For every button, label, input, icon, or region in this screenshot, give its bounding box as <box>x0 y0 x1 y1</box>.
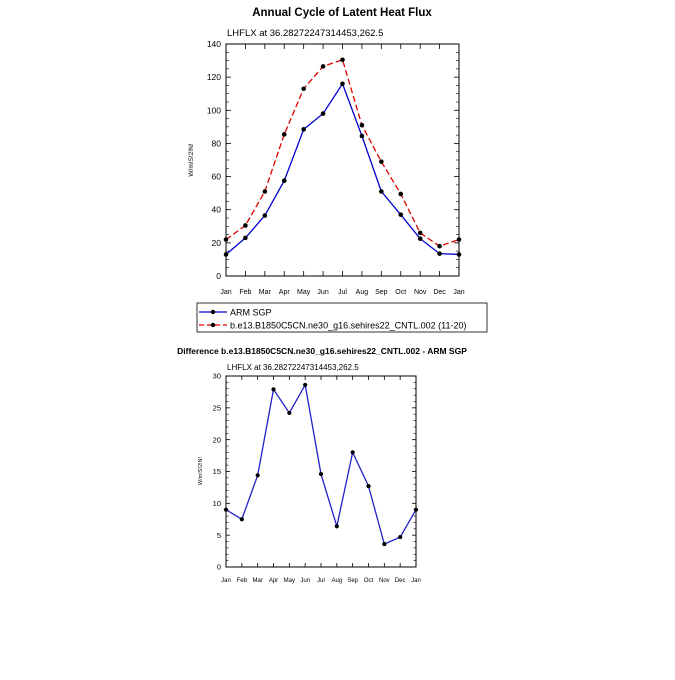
chart1-ytick-label: 120 <box>207 72 221 82</box>
chart1-ytick-label: 100 <box>207 105 221 115</box>
chart2-ytick-label: 5 <box>217 531 221 540</box>
chart1-series-0-point <box>417 236 423 242</box>
chart1-xtick-label: Nov <box>414 289 427 296</box>
chart1-ytick-label: 80 <box>212 138 222 148</box>
chart2-xtick-label: May <box>284 578 295 584</box>
chart2-series-0-point <box>287 410 292 416</box>
chart1-xtick-label: Jan <box>220 289 231 296</box>
chart1-series-1-point <box>398 191 404 197</box>
chart2-ytick-label: 10 <box>213 499 221 508</box>
chart1-ytick-label: 140 <box>207 39 221 49</box>
chart2-xtick-label: Apr <box>269 578 278 584</box>
chart2-ytick-label: 30 <box>213 372 221 381</box>
chart1-ytick-label: 0 <box>216 271 221 281</box>
chart1-xtick-label: Jan <box>453 289 464 296</box>
chart1-xtick-label: Mar <box>259 289 272 296</box>
chart2-series-0-point <box>239 517 244 522</box>
chart2-series-0-point <box>334 524 339 529</box>
chart2-plot: 0 5 10 15 20 25 30 Jan Feb Mar Apr May Jun Jul Aug Sep O… <box>213 372 421 584</box>
chart2-series-0-point <box>382 541 387 547</box>
chart2-title: Difference b.e13.B1850C5CN.ne30_g16.sehi… <box>177 346 467 356</box>
chart1-series-0-point <box>301 127 306 132</box>
chart1-xtick-label: Oct <box>395 289 406 296</box>
chart1-series-1-point <box>379 159 384 164</box>
chart2-series-0-point <box>398 534 403 540</box>
chart1-series-0-point <box>359 133 365 139</box>
chart2-xtick-label: Mar <box>252 578 262 584</box>
chart1-ytick-label: 40 <box>212 205 222 215</box>
chart1-series-0-point <box>320 111 326 116</box>
chart1-series-1-point <box>320 64 326 69</box>
chart1-series-1-point <box>437 243 442 249</box>
chart1-series-1-point <box>359 122 365 128</box>
chart2-ytick-label: 20 <box>213 435 221 444</box>
chart2-xtick-label: Jun <box>300 578 310 584</box>
chart1-series-0-point <box>243 235 248 241</box>
chart1-series-0-point <box>379 189 384 194</box>
chart2-series-0-point <box>223 507 229 512</box>
chart1-xtick-label: Jul <box>338 289 347 296</box>
chart2-xtick-label: Nov <box>379 578 390 584</box>
chart1-title: Annual Cycle of Latent Heat Flux <box>252 7 432 19</box>
chart1-series-1-point <box>223 237 229 242</box>
chart2-xtick-label: Feb <box>237 578 248 584</box>
chart1-series-0-point <box>456 252 462 257</box>
chart1-series-1-point <box>262 189 268 194</box>
chart1-series-0-point <box>223 252 229 257</box>
chart1-series-0-point <box>437 251 442 256</box>
chart1-plot: 0 20 40 60 80 100 120 140 Jan Feb Mar Apr May Jun Jul A… <box>207 39 465 296</box>
chart1-subtitle: LHFLX at 36.28272247314453,262.5 <box>227 28 383 39</box>
legend-marker-arm-sgp <box>210 309 216 315</box>
chart2-subtitle: LHFLX at 36.28272247314453,262.5 <box>227 363 359 372</box>
chart1-series-1-point <box>301 86 306 92</box>
legend-label-arm-sgp: ARM SGP <box>230 308 272 318</box>
chart1-series-1-point <box>340 57 345 63</box>
chart2-xtick-label: Aug <box>331 578 342 584</box>
chart1-series-0-point <box>340 81 345 87</box>
chart2-xtick-label: Sep <box>347 578 358 584</box>
chart2-series-0-point <box>318 471 324 477</box>
chart2-ytick-label: 15 <box>213 467 221 476</box>
chart2-xtick-label: Jan <box>221 578 231 584</box>
chart1-xtick-label: Apr <box>279 289 291 296</box>
chart2-series-0-point <box>271 387 276 392</box>
chart1-series-1-point <box>456 237 462 242</box>
chart1-xtick-label: Aug <box>356 289 369 296</box>
legend-entry-arm-sgp: ARM SGP <box>199 308 272 318</box>
chart2-xtick-label: Jul <box>317 578 325 584</box>
chart1-ytick-label: 20 <box>212 238 222 248</box>
chart1-series-0-point <box>398 212 404 217</box>
chart1-series-0-point <box>281 178 287 184</box>
chart2-xtick-label: Oct <box>364 578 374 584</box>
chart1-xtick-label: Jun <box>317 289 328 296</box>
chart1-ylabel: W/m!S!2!N! <box>188 143 195 176</box>
legend-marker-model <box>210 322 216 328</box>
chart2-series-0-point <box>350 450 355 455</box>
chart1-series-1-point <box>281 132 287 137</box>
chart2-xtick-label: Jan <box>411 578 421 584</box>
chart2-xtick-label: Dec <box>395 578 406 584</box>
chart1-xtick-label: May <box>297 289 311 296</box>
chart2-series-0-point <box>366 484 371 489</box>
chart2-series-0-point <box>413 507 419 512</box>
chart2-ylabel: W/m!S!2!N! <box>198 456 204 485</box>
chart1-xtick-label: Dec <box>433 289 446 296</box>
chart1-xtick-label: Feb <box>239 289 251 296</box>
chart2-series-0-point <box>303 382 308 388</box>
legend: ARM SGP b.e13.B1850C5CN.ne30_g16.sehires… <box>196 302 488 333</box>
chart1-ytick-label: 60 <box>212 172 222 182</box>
chart2-series-0-point <box>255 473 260 478</box>
chart1-series-0-point <box>262 213 268 218</box>
chart2-ytick-label: 0 <box>217 563 221 572</box>
chart1-series-1-point <box>243 223 248 228</box>
chart2-ytick-label: 25 <box>213 403 221 412</box>
legend-box <box>196 302 488 333</box>
chart1-series-1-point <box>417 230 423 236</box>
chart1-xtick-label: Sep <box>375 289 388 296</box>
legend-entry-model: b.e13.B1850C5CN.ne30_g16.sehires22_CNTL.… <box>199 321 467 331</box>
legend-label-model: b.e13.B1850C5CN.ne30_g16.sehires22_CNTL.… <box>230 321 467 331</box>
